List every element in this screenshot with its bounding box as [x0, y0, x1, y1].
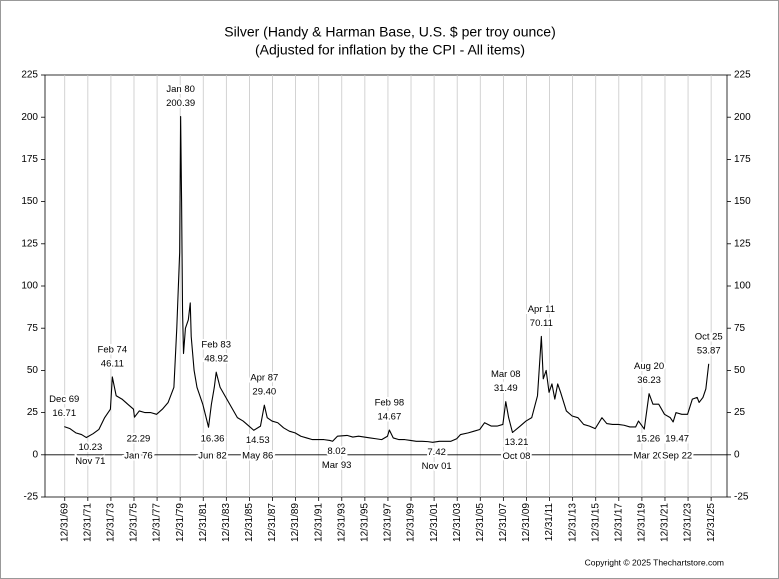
- annotation-value: 70.11: [530, 318, 553, 329]
- x-tick-label: 12/31/15: [590, 503, 601, 542]
- annotation-value: 14.53: [246, 435, 270, 446]
- x-tick-label: 12/31/69: [59, 503, 70, 542]
- price-line: [64, 115, 710, 443]
- annotation-label: Oct 08: [502, 451, 530, 462]
- y-tick-label-right: 100: [734, 281, 751, 292]
- annotation-label: Feb 98: [375, 398, 405, 409]
- annotation-value: 7.42: [427, 447, 446, 458]
- x-tick-label: 12/31/01: [429, 503, 440, 542]
- y-tick-label-right: 50: [734, 365, 746, 376]
- annotation-value: 8.02: [327, 446, 346, 457]
- x-tick-label: 12/31/77: [152, 503, 163, 542]
- annotation-label: Mar 20: [633, 450, 663, 461]
- x-tick-label: 12/31/13: [567, 503, 578, 542]
- annotation-label: Feb 74: [98, 344, 128, 355]
- x-tick-label: 12/31/93: [336, 503, 347, 542]
- annotation-label: Oct 25: [695, 331, 723, 342]
- x-tick-label: 12/31/95: [359, 503, 370, 542]
- y-tick-label: 75: [27, 323, 39, 334]
- annotation-label: Jun 82: [198, 450, 227, 461]
- y-tick-label-right: 175: [734, 154, 751, 165]
- y-tick-label-right: 75: [734, 323, 746, 334]
- y-tick-label: 100: [21, 281, 38, 292]
- annotation-value: 16.71: [52, 408, 76, 419]
- chart-title: Silver (Handy & Harman Base, U.S. $ per …: [224, 24, 555, 40]
- annotation-value: 15.26: [636, 434, 660, 445]
- x-tick-label: 12/31/11: [544, 503, 555, 542]
- y-tick-label-right: -25: [734, 492, 749, 503]
- x-tick-label: 12/31/81: [198, 503, 209, 542]
- annotation-value: 22.29: [127, 433, 151, 444]
- x-tick-label: 12/31/87: [267, 503, 278, 542]
- y-tick-label-right: 200: [734, 112, 751, 123]
- annotation-label: Nov 01: [422, 461, 452, 472]
- y-tick-label: 225: [21, 70, 38, 81]
- annotation-value: 19.47: [665, 433, 689, 444]
- annotation-label: Apr 87: [250, 373, 278, 384]
- x-tick-label: 12/31/89: [290, 503, 301, 542]
- copyright: Copyright © 2025 Thechartstore.com: [585, 557, 724, 567]
- annotation-label: Mar 93: [322, 460, 352, 471]
- y-tick-label: 125: [21, 238, 38, 249]
- annotation-value: 48.92: [204, 354, 228, 365]
- x-tick-label: 12/31/17: [613, 503, 624, 542]
- x-tick-label: 12/31/23: [683, 503, 694, 542]
- annotation-value: 16.36: [201, 433, 225, 444]
- x-tick-label: 12/31/25: [706, 503, 717, 542]
- annotation-value: 29.40: [252, 387, 276, 398]
- annotation-value: 31.49: [494, 383, 518, 394]
- y-tick-label: 175: [21, 154, 38, 165]
- x-tick-label: 12/31/85: [244, 503, 255, 542]
- x-tick-label: 12/31/75: [129, 503, 140, 542]
- x-tick-label: 12/31/97: [383, 503, 394, 542]
- annotation-label: Apr 11: [528, 304, 555, 315]
- y-tick-label: 0: [32, 449, 38, 460]
- y-tick-label-right: 225: [734, 70, 751, 81]
- annotation-value: 46.11: [101, 358, 124, 369]
- annotation-label: Jan 76: [124, 450, 153, 461]
- annotation-value: 14.67: [377, 412, 401, 423]
- annotation-label: Mar 08: [491, 369, 521, 380]
- annotation-label: Feb 83: [201, 340, 231, 351]
- annotation-value: 53.87: [697, 345, 721, 356]
- x-tick-label: 12/31/05: [475, 503, 486, 542]
- x-tick-label: 12/31/07: [498, 503, 509, 542]
- y-tick-label: 150: [21, 196, 38, 207]
- annotation-label: May 86: [242, 450, 273, 461]
- chart-subtitle: (Adjusted for inflation by the CPI - All…: [255, 42, 525, 58]
- annotation-label: Sep 22: [662, 450, 692, 461]
- annotation-label: Nov 71: [75, 456, 105, 467]
- x-tick-label: 12/31/19: [637, 503, 648, 542]
- annotation-value: 10.23: [78, 442, 102, 453]
- x-tick-label: 12/31/83: [221, 503, 232, 542]
- y-tick-label: 200: [21, 112, 38, 123]
- annotation-label: Dec 69: [49, 394, 79, 405]
- annotation-value: 36.23: [637, 375, 661, 386]
- y-tick-label: -25: [24, 492, 39, 503]
- annotation-label: Jan 80: [166, 84, 195, 95]
- x-tick-label: 12/31/79: [175, 503, 186, 542]
- y-tick-label-right: 25: [734, 407, 746, 418]
- x-tick-label: 12/31/91: [313, 503, 324, 542]
- x-tick-label: 12/31/03: [452, 503, 463, 542]
- x-tick-label: 12/31/09: [521, 503, 532, 542]
- annotation-value: 200.39: [166, 98, 195, 109]
- x-tick-label: 12/31/73: [106, 503, 117, 542]
- y-tick-label: 25: [27, 407, 39, 418]
- x-tick-label: 12/31/21: [660, 503, 671, 542]
- x-tick-label: 12/31/71: [82, 503, 93, 542]
- y-tick-label: 50: [27, 365, 39, 376]
- annotation-value: 13.21: [505, 437, 529, 448]
- y-tick-label-right: 125: [734, 238, 751, 249]
- annotation-label: Aug 20: [634, 361, 664, 372]
- x-tick-label: 12/31/99: [406, 503, 417, 542]
- y-tick-label-right: 150: [734, 196, 751, 207]
- y-tick-label-right: 0: [734, 449, 740, 460]
